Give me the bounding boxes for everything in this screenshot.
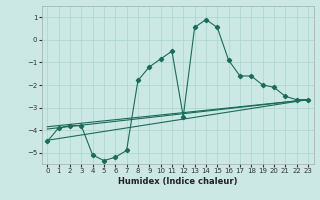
X-axis label: Humidex (Indice chaleur): Humidex (Indice chaleur) — [118, 177, 237, 186]
